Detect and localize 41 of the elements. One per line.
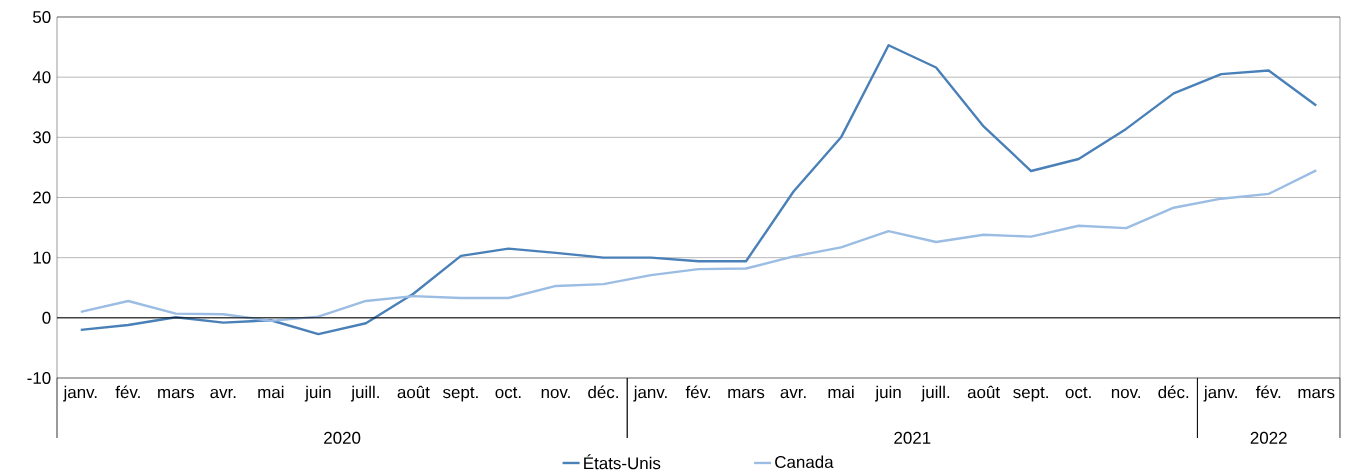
x-tick-label: fév. [685, 385, 710, 399]
y-tick-label: -10 [27, 372, 51, 385]
x-tick-label: fév. [115, 385, 140, 399]
x-tick-label: fév. [1255, 385, 1281, 399]
x-tick-label: oct. [495, 387, 521, 399]
x-tick-label: janv. [1203, 385, 1237, 402]
legend-label: États-Unis [584, 454, 661, 470]
x-tick-label: oct. [1065, 387, 1091, 399]
x-tick-label: août [967, 385, 1000, 399]
x-tick-label: juin [304, 385, 331, 402]
x-tick-label: mars [1298, 389, 1335, 399]
y-tick-label: 50 [33, 11, 51, 24]
x-tick-label: mai [828, 385, 854, 399]
y-tick-label: 40 [32, 71, 51, 84]
x-tick-label: sept. [443, 387, 478, 402]
x-tick-label: mars [158, 389, 195, 399]
x-tick-label: avr. [210, 389, 236, 399]
x-tick-label: janv. [63, 385, 97, 402]
x-tick-label: janv. [633, 385, 667, 402]
line-series [79, 44, 1318, 336]
x-tick-label: nov. [541, 389, 570, 399]
y-tick-label: 30 [32, 131, 51, 144]
x-tick-label: juill. [921, 385, 950, 402]
x-tick-label: sept. [1013, 387, 1048, 402]
x-tick-label: avr. [780, 389, 806, 399]
x-tick-label: mars [728, 389, 765, 399]
text: 2020 [324, 432, 361, 445]
text: 2021 [894, 432, 931, 445]
x-tick-label: mai [258, 385, 284, 399]
x-tick-label: déc. [588, 385, 618, 399]
y-tick-label: 0 [42, 312, 51, 325]
x-tick-label: juill. [350, 385, 379, 402]
x-tick-label: juin [874, 385, 901, 402]
legend-label: Canada [775, 455, 834, 469]
x-tick-label: août [397, 385, 430, 399]
line-series [79, 169, 1318, 323]
text: 2022 [1250, 432, 1287, 445]
x-tick-label: nov. [1111, 389, 1140, 399]
x-tick-label: déc. [1158, 385, 1189, 399]
y-tick-label: 20 [33, 191, 51, 204]
y-tick-label: 10 [33, 251, 51, 264]
